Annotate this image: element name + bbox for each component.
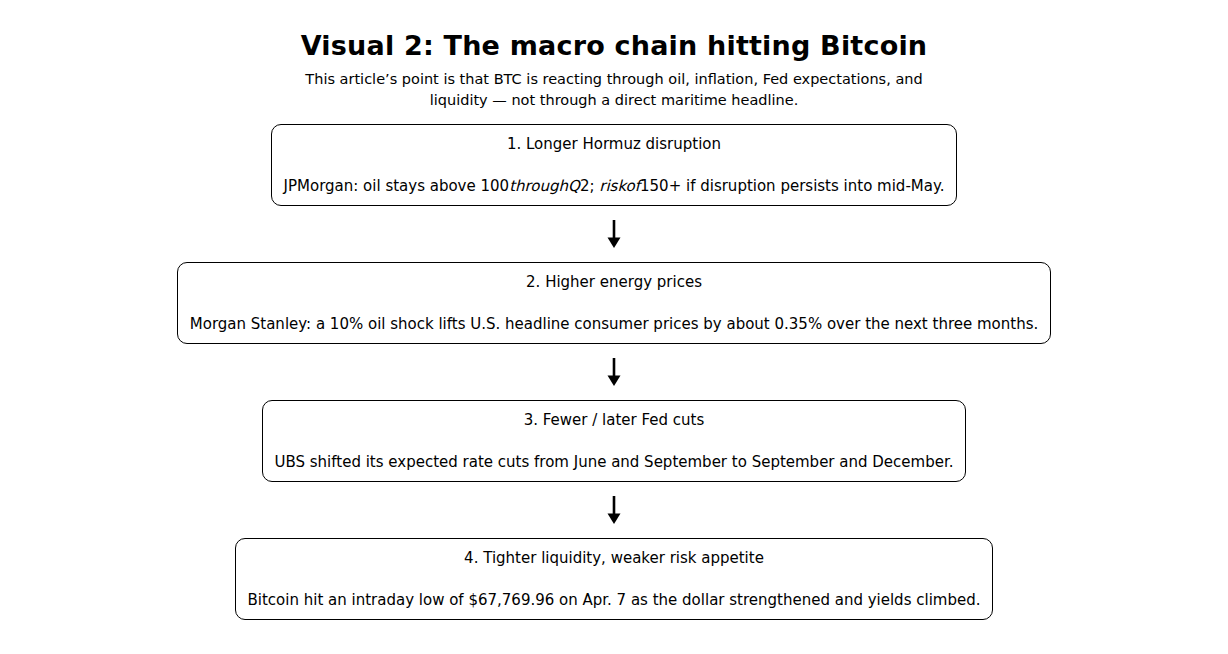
flow-box-1-title: 1. Longer Hormuz disruption — [284, 134, 945, 154]
body-segment: 2; — [580, 177, 599, 195]
flow-box-2-body: Morgan Stanley: a 10% oil shock lifts U.… — [190, 314, 1038, 334]
flow-box-3-body: UBS shifted its expected rate cuts from … — [275, 452, 954, 472]
down-arrow-icon — [603, 496, 625, 524]
body-segment: 150+ if disruption persists into mid-May… — [640, 177, 944, 195]
body-segment: JPMorgan: oil stays above 100 — [284, 177, 510, 195]
flow-box-4-liquidity: 4. Tighter liquidity, weaker risk appeti… — [235, 538, 994, 620]
body-segment-italic: riskof — [599, 177, 640, 195]
flow-box-4-body: Bitcoin hit an intraday low of $67,769.9… — [248, 590, 981, 610]
flow-box-2-energy-prices: 2. Higher energy prices Morgan Stanley: … — [177, 262, 1051, 344]
body-segment: Bitcoin hit an intraday low of $67,769.9… — [248, 591, 981, 609]
flow-box-4-title: 4. Tighter liquidity, weaker risk appeti… — [248, 548, 981, 568]
flow-box-1-hormuz-disruption: 1. Longer Hormuz disruption JPMorgan: oi… — [271, 124, 958, 206]
page-subtitle-line-1: This article’s point is that BTC is reac… — [305, 69, 922, 90]
page-subtitle: This article’s point is that BTC is reac… — [305, 69, 922, 111]
macro-chain-diagram: Visual 2: The macro chain hitting Bitcoi… — [0, 0, 1228, 654]
body-segment: UBS shifted its expected rate cuts from … — [275, 453, 954, 471]
flow-box-1-body: JPMorgan: oil stays above 100throughQ2; … — [284, 176, 945, 196]
down-arrow-icon — [603, 220, 625, 248]
flow-box-2-title: 2. Higher energy prices — [190, 272, 1038, 292]
flow-box-3-title: 3. Fewer / later Fed cuts — [275, 410, 954, 430]
body-segment: Morgan Stanley: a 10% oil shock lifts U.… — [190, 315, 1038, 333]
down-arrow-icon — [603, 358, 625, 386]
flow-box-3-fed-cuts: 3. Fewer / later Fed cuts UBS shifted it… — [262, 400, 967, 482]
page-title: Visual 2: The macro chain hitting Bitcoi… — [301, 30, 928, 61]
page-subtitle-line-2: liquidity — not through a direct maritim… — [305, 90, 922, 111]
body-segment-italic: throughQ — [509, 177, 580, 195]
